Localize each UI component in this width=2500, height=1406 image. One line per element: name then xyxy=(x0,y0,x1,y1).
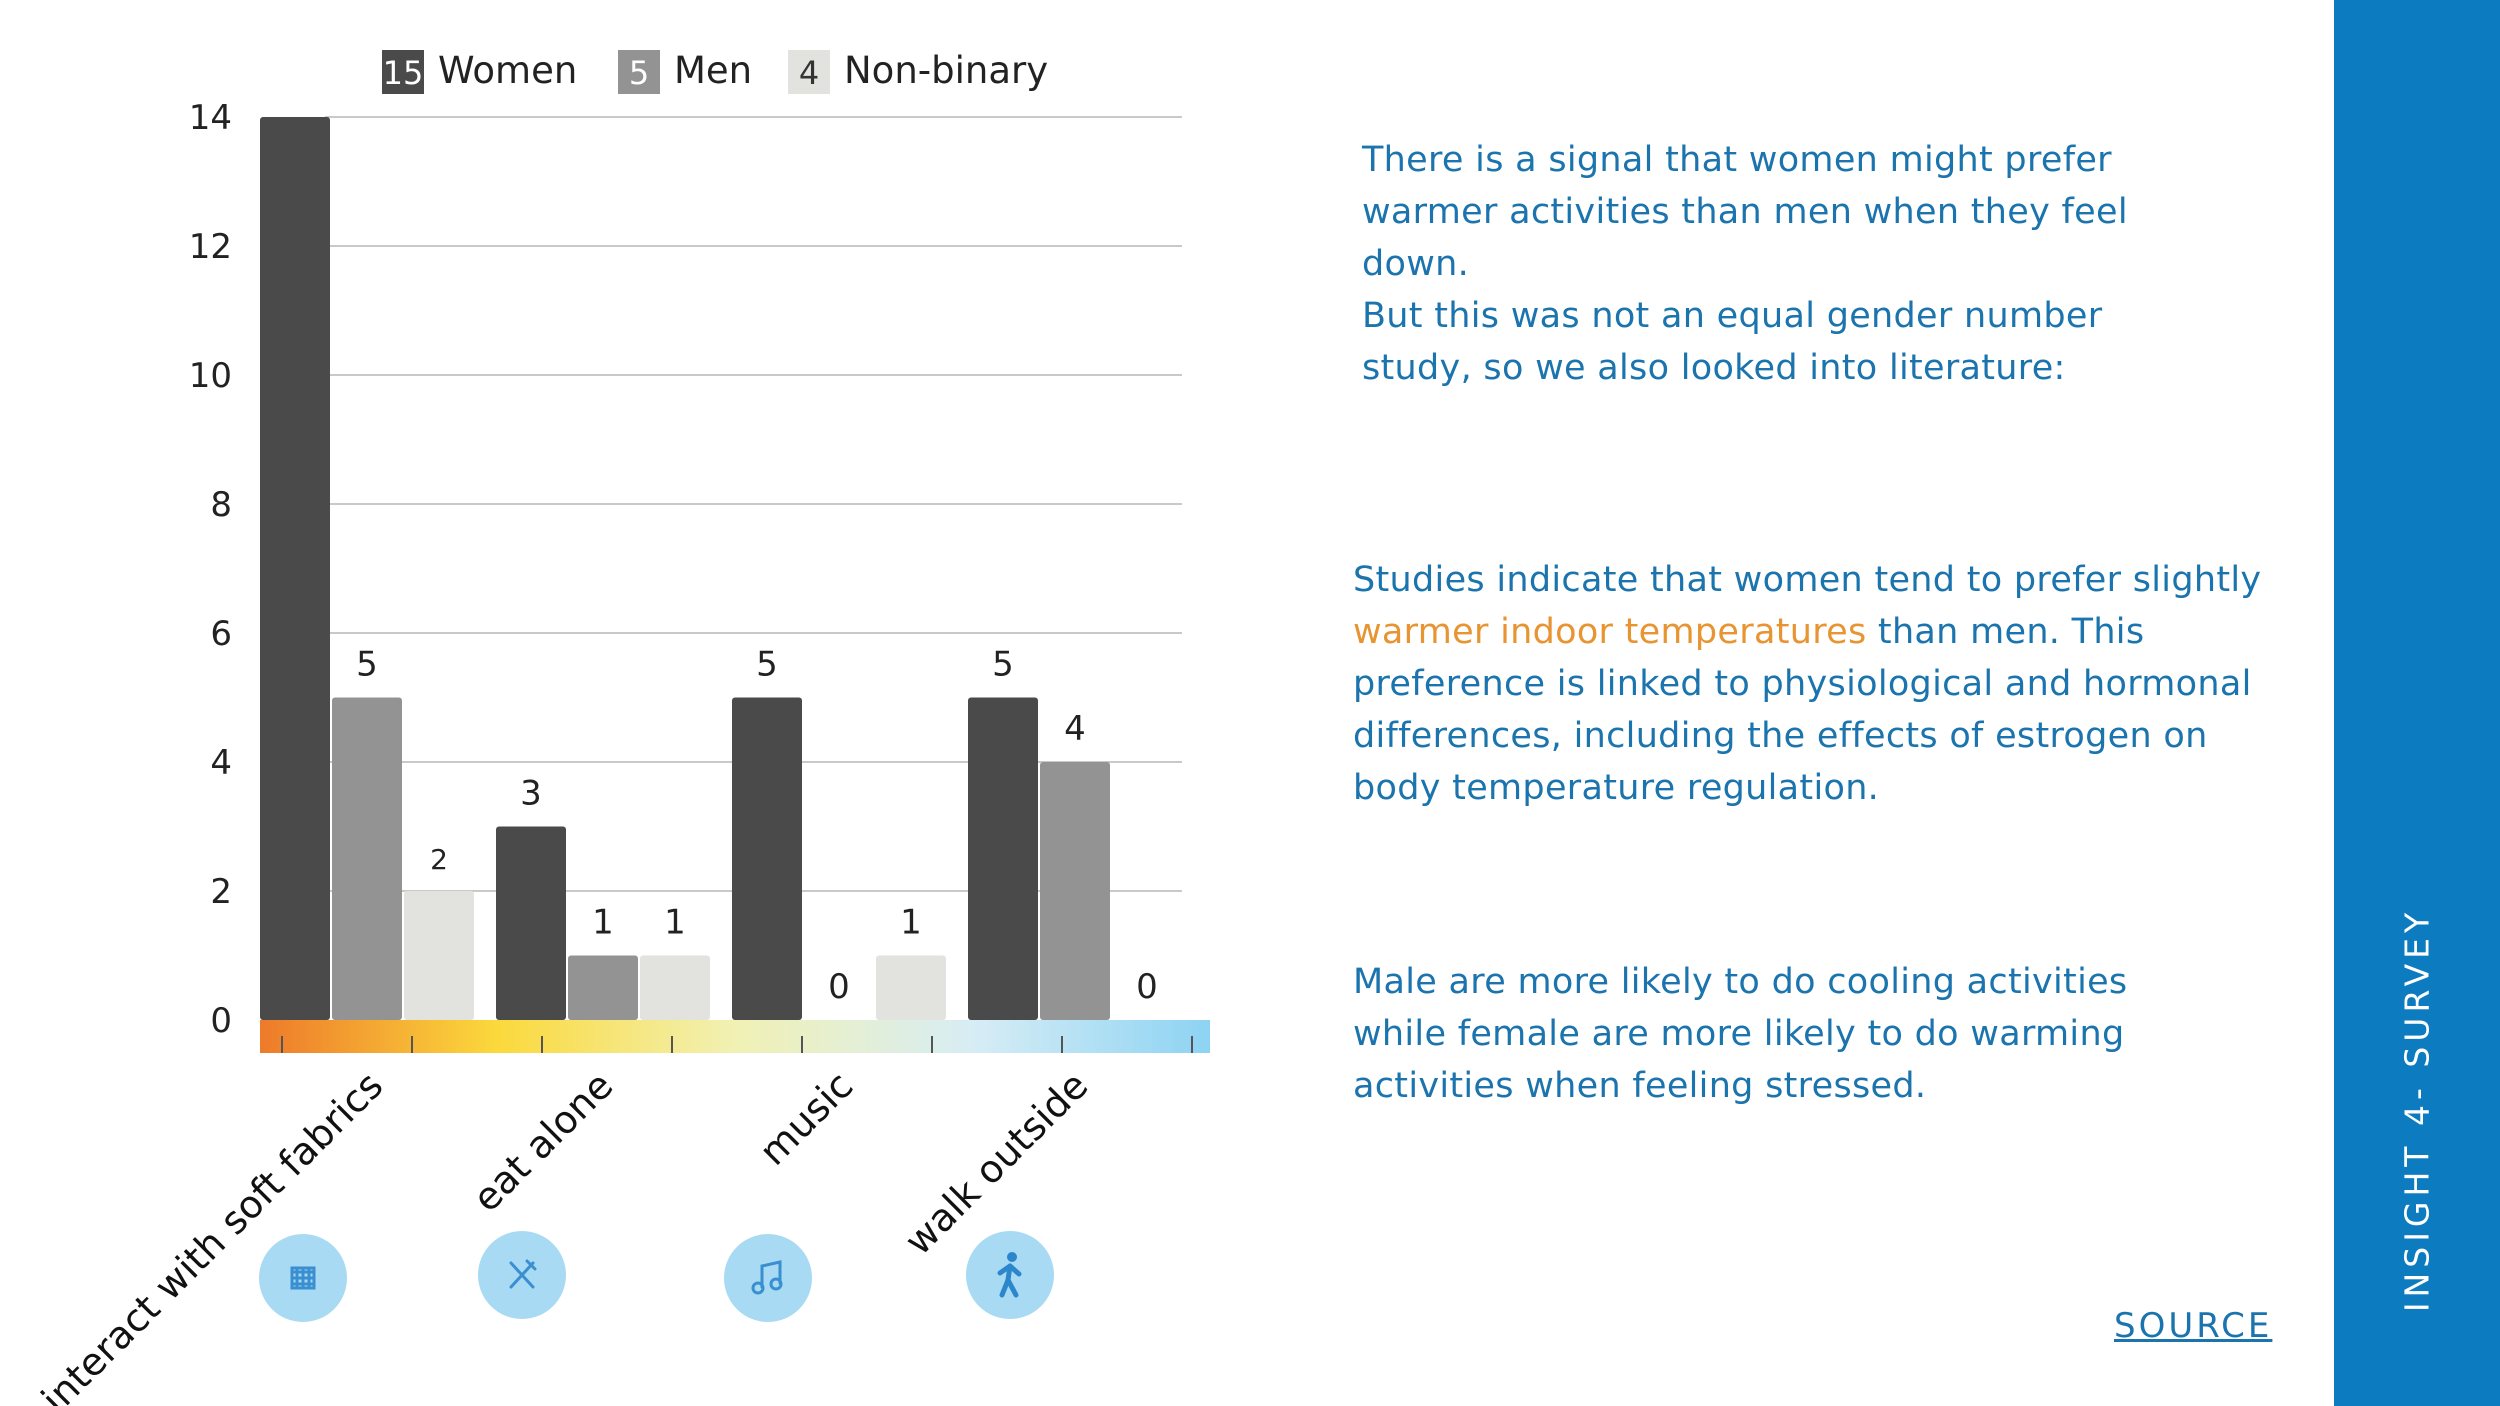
legend-label: Men xyxy=(674,49,752,92)
data-label: 1 xyxy=(900,903,922,943)
category-label: eat alone xyxy=(464,1063,621,1220)
data-label: 4 xyxy=(1064,709,1086,749)
utensils-icon xyxy=(478,1231,566,1319)
chart-bars xyxy=(260,117,1110,1020)
y-tick-label: 8 xyxy=(210,485,232,525)
bar-women-0 xyxy=(260,117,330,1020)
insight-note-2: Studies indicate that women tend to pref… xyxy=(1353,554,2293,814)
category-label: interact with soft fabrics xyxy=(33,1063,391,1406)
y-tick-label: 6 xyxy=(210,614,232,654)
bar-women-1 xyxy=(496,826,566,1020)
legend-count: 4 xyxy=(799,54,819,92)
y-tick-label: 14 xyxy=(189,98,232,138)
bar-men-1 xyxy=(568,955,638,1020)
data-labels: 5 2 3 1 1 5 0 1 5 4 0 xyxy=(356,645,1158,1008)
x-axis-category-labels: interact with soft fabrics eat alone music… xyxy=(33,1063,1096,1406)
insight-note-3: Male are more likely to do cooling activ… xyxy=(1353,956,2213,1112)
legend-item-non-binary: 4 Non-binary xyxy=(788,49,1048,94)
insight-note-3-text: Male are more likely to do cooling activ… xyxy=(1353,962,2128,1106)
insight-note-1-followup: But this was not an equal gender number … xyxy=(1362,296,2103,388)
sidebar-title: INSIGHT 4- SURVEY xyxy=(2397,907,2437,1313)
category-icons xyxy=(259,1231,1054,1322)
music-icon xyxy=(724,1234,812,1322)
data-label: 1 xyxy=(664,903,686,943)
y-axis-ticks: 0 2 4 6 8 10 12 14 xyxy=(189,98,232,1041)
temperature-scale-bar xyxy=(260,1020,1210,1053)
y-tick-label: 2 xyxy=(210,872,232,912)
bar-men-0 xyxy=(332,697,402,1020)
insight-note-1: There is a signal that women might prefe… xyxy=(1362,134,2222,394)
legend-swatch xyxy=(788,50,830,94)
insight-note-2-end: than men. This preference is linked to p… xyxy=(1353,612,2252,808)
chart-legend: 15 Women 5 Men 4 Non-binary xyxy=(382,49,1048,94)
y-tick-label: 10 xyxy=(189,356,232,396)
bar-women-2 xyxy=(732,697,802,1020)
chart-gridlines xyxy=(325,116,1182,892)
temperature-scale-ticks xyxy=(281,1036,1193,1053)
source-link[interactable]: SOURCE xyxy=(2114,1306,2273,1346)
y-tick-label: 12 xyxy=(189,227,232,267)
bar-non-binary-0 xyxy=(404,891,474,1020)
legend-label: Women xyxy=(438,49,577,92)
y-tick-label: 0 xyxy=(210,1001,232,1041)
highlighted-phrase: warmer indoor temperatures xyxy=(1353,612,1867,652)
data-label: 5 xyxy=(356,645,378,685)
fabric-icon xyxy=(259,1234,347,1322)
data-label: 1 xyxy=(592,903,614,943)
sidebar-panel: INSIGHT 4- SURVEY xyxy=(2334,0,2500,1406)
legend-item-men: 5 Men xyxy=(618,49,752,94)
walking-icon xyxy=(966,1231,1054,1319)
bar-men-3 xyxy=(1040,762,1110,1020)
legend-label: Non-binary xyxy=(844,49,1048,92)
data-label: 3 xyxy=(520,774,542,814)
data-label: 5 xyxy=(756,645,778,685)
data-label: 0 xyxy=(828,967,850,1007)
bar-non-binary-1 xyxy=(640,955,710,1020)
insight-note-1-text: There is a signal that women might prefe… xyxy=(1362,140,2128,284)
data-label: 2 xyxy=(430,843,448,876)
legend-count: 5 xyxy=(629,54,649,92)
insight-note-2-start: Studies indicate that women tend to pref… xyxy=(1353,560,2262,600)
legend-swatch xyxy=(618,50,660,94)
category-label: music xyxy=(751,1063,862,1174)
legend-item-women: 15 Women xyxy=(382,49,577,94)
legend-count: 15 xyxy=(383,54,424,92)
data-label: 0 xyxy=(1136,967,1158,1007)
data-label: 5 xyxy=(992,645,1014,685)
bar-women-3 xyxy=(968,697,1038,1020)
legend-swatch xyxy=(382,50,424,94)
bar-non-binary-2 xyxy=(876,955,946,1020)
y-tick-label: 4 xyxy=(210,743,232,783)
